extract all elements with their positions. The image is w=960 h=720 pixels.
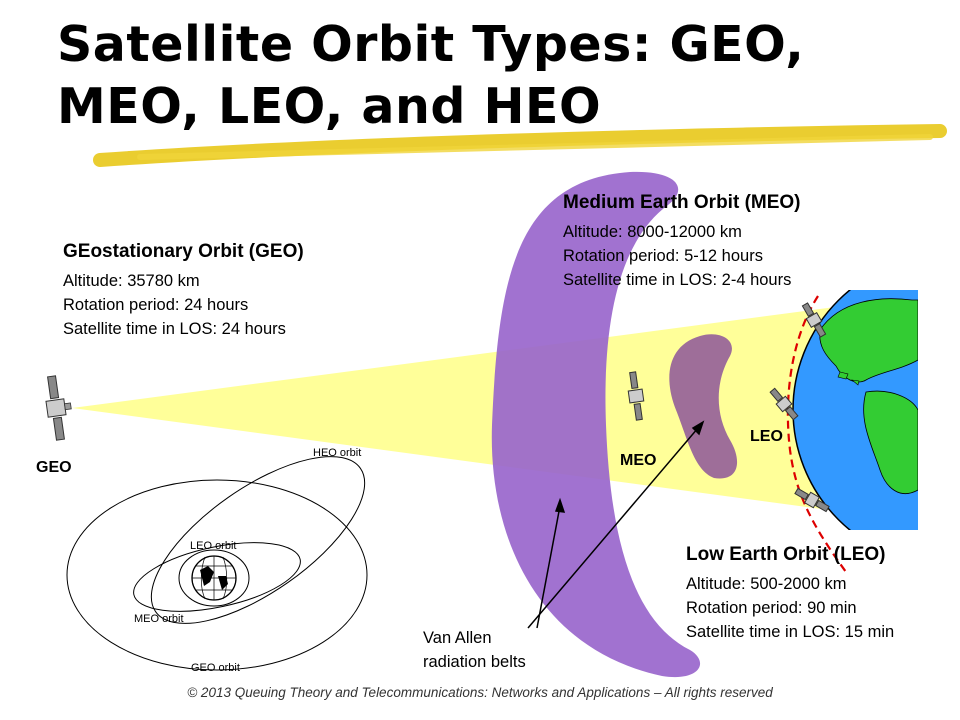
page-title: Satellite Orbit Types: GEO, MEO, LEO, an… — [57, 14, 937, 138]
leo-satellite-icon — [769, 387, 799, 421]
meo-rotation-period: Rotation period: 5-12 hours — [563, 247, 763, 265]
leo-satellite-label: LEO — [750, 428, 783, 445]
leo-info-block: Low Earth Orbit (LEO) Altitude: 500-2000… — [686, 544, 894, 644]
meo-orbit-label: MEO orbit — [134, 613, 184, 625]
leo-satellite-icon — [794, 487, 830, 513]
geo-orbit-ellipse — [66, 479, 368, 671]
leo-satellite-icon — [801, 302, 827, 338]
orbit-schematic — [66, 456, 368, 671]
leo-los-time: Satellite time in LOS: 15 min — [686, 623, 895, 641]
leo-orbit-label: LEO orbit — [190, 540, 237, 552]
meo-satellite-label: MEO — [620, 452, 657, 469]
geo-los-time: Satellite time in LOS: 24 hours — [63, 320, 286, 338]
meo-orbit-ellipse — [133, 542, 301, 612]
title-line-2: MEO, LEO, and HEO — [57, 78, 602, 135]
leo-rotation-period: Rotation period: 90 min — [686, 599, 857, 617]
leo-heading: Low Earth Orbit (LEO) — [686, 544, 886, 565]
geo-altitude: Altitude: 35780 km — [63, 272, 200, 290]
heo-orbit-label: HEO orbit — [313, 447, 362, 459]
meo-los-time: Satellite time in LOS: 2-4 hours — [563, 271, 792, 289]
title-highlight — [93, 124, 947, 167]
earth-globe — [792, 290, 918, 530]
outer-van-allen-belt — [491, 171, 701, 678]
van-allen-label: Van Allen radiation belts — [423, 626, 526, 674]
geo-info-block: GEostationary Orbit (GEO) Altitude: 3578… — [63, 241, 304, 341]
geo-heading: GEostationary Orbit (GEO) — [63, 241, 304, 262]
van-allen-pointers — [527, 420, 705, 629]
geo-orbit-label: GEO orbit — [191, 662, 240, 674]
inner-van-allen-belt — [669, 334, 738, 479]
meo-info-block: Medium Earth Orbit (MEO) Altitude: 8000-… — [563, 192, 801, 292]
land-mass-south — [863, 390, 918, 495]
meo-heading: Medium Earth Orbit (MEO) — [563, 192, 801, 213]
heo-orbit-ellipse — [150, 456, 366, 624]
geo-rotation-period: Rotation period: 24 hours — [63, 296, 249, 314]
meo-altitude: Altitude: 8000-12000 km — [563, 223, 742, 241]
geo-satellite-icon — [45, 375, 72, 441]
van-allen-label-line-1: Van Allen — [423, 629, 492, 647]
leo-orbit-track — [786, 295, 847, 573]
meo-satellite-icon — [627, 371, 645, 421]
title-line-1: Satellite Orbit Types: GEO, — [57, 16, 805, 73]
geo-satellite-label: GEO — [36, 459, 72, 476]
van-allen-label-line-2: radiation belts — [423, 653, 526, 671]
leo-orbit-ellipse — [178, 549, 250, 607]
land-mass — [819, 298, 918, 383]
copyright-footer: © 2013 Queuing Theory and Telecommunicat… — [187, 685, 773, 700]
leo-altitude: Altitude: 500-2000 km — [686, 575, 847, 593]
